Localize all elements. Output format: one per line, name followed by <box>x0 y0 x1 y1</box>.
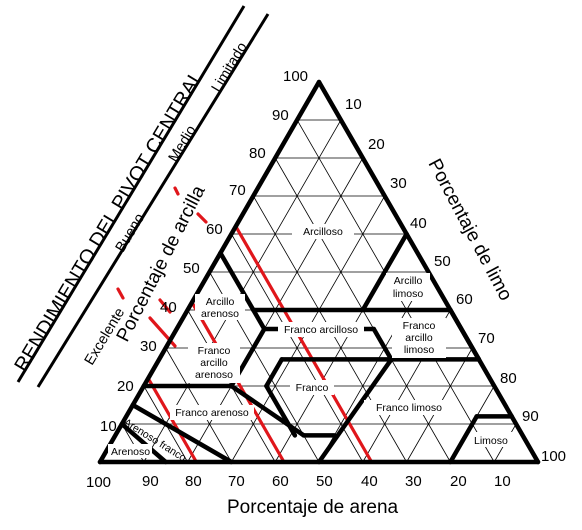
zone-franco-arcillo-limoso: Franco arcillo limoso <box>392 318 446 358</box>
boundary-line-6 <box>360 231 409 313</box>
boundary-line-13 <box>264 357 285 389</box>
svg-text:Franco arenoso: Franco arenoso <box>175 407 249 419</box>
silt-tick-30: 30 <box>390 175 407 192</box>
svg-text:arenoso: arenoso <box>195 369 233 381</box>
zone-arcillo-limoso: Arcillo limoso <box>386 273 430 301</box>
svg-text:Arcillo: Arcillo <box>394 275 423 287</box>
svg-text:Franco limoso: Franco limoso <box>376 402 442 414</box>
silt-tick-100: 100 <box>541 448 566 465</box>
sand-tick-90: 90 <box>142 473 159 490</box>
zone-arcillo-arenoso: Arcillo arenoso <box>195 294 245 320</box>
tick-labels: 10 20 30 40 50 60 70 80 90 100 10 20 30 … <box>86 68 566 491</box>
silt-tick-70: 70 <box>478 330 495 347</box>
zone-franco-arcillo-arenoso: Franco arcillo arenoso <box>188 343 240 383</box>
svg-text:Franco: Franco <box>198 345 231 357</box>
sand-tick-70: 70 <box>228 473 245 490</box>
svg-text:arcillo: arcillo <box>405 332 433 344</box>
boundary-line-8 <box>448 307 482 362</box>
sand-tick-20: 20 <box>450 473 467 490</box>
svg-text:arcillo: arcillo <box>200 357 228 369</box>
clay-tick-100: 100 <box>283 68 308 85</box>
silt-tick-80: 80 <box>500 370 517 387</box>
sand-axis-label: Porcentaje de arena <box>227 497 399 518</box>
zone-franco: Franco <box>290 380 334 395</box>
sand-tick-30: 30 <box>405 473 422 490</box>
svg-text:limoso: limoso <box>404 344 435 356</box>
svg-text:Franco: Franco <box>403 320 436 332</box>
zone-franco-arenoso: Franco arenoso <box>170 405 254 420</box>
svg-text:limoso: limoso <box>393 288 424 300</box>
sand-tick-100: 100 <box>86 474 111 491</box>
boundary-line-1 <box>97 79 322 465</box>
clay-tick-90: 90 <box>272 107 289 124</box>
silt-tick-20: 20 <box>368 136 385 153</box>
silt-tick-60: 60 <box>456 291 473 308</box>
zone-franco-limoso: Franco limoso <box>364 400 454 415</box>
performance-mark-0 <box>158 298 172 314</box>
zone-labels: Arcilloso Arcillo limoso Arcillo arenoso… <box>108 224 513 464</box>
clay-tick-20: 20 <box>117 378 134 395</box>
silt-tick-50: 50 <box>434 253 451 270</box>
sand-tick-60: 60 <box>272 473 289 490</box>
clay-tick-40: 40 <box>160 299 177 316</box>
boundary-line-9 <box>371 326 394 362</box>
boundary-line-0 <box>316 79 541 465</box>
silt-tick-40: 40 <box>410 215 427 232</box>
performance-mark-3 <box>196 212 208 224</box>
svg-text:Limoso: Limoso <box>474 435 508 447</box>
sand-tick-80: 80 <box>185 473 202 490</box>
clay-tick-80: 80 <box>249 145 266 162</box>
performance-line-0 <box>146 376 198 464</box>
boundary-line-3 <box>218 250 267 332</box>
svg-text:Franco arcilloso: Franco arcilloso <box>284 324 358 336</box>
header-lines <box>16 5 270 388</box>
grid-line-silt-50 <box>318 271 429 463</box>
svg-text:Arcilloso: Arcilloso <box>303 226 343 238</box>
boundary-line-17 <box>130 402 234 465</box>
silt-tick-90: 90 <box>522 408 539 425</box>
silt-axis-label: Porcentaje de limo <box>424 155 516 304</box>
zone-franco-arcilloso: Franco arcilloso <box>278 322 364 337</box>
svg-text:Arcillo: Arcillo <box>206 296 235 308</box>
svg-text:Franco: Franco <box>296 382 329 394</box>
clay-tick-50: 50 <box>183 260 200 277</box>
svg-text:Arenoso: Arenoso <box>111 446 150 458</box>
sand-tick-10: 10 <box>494 473 511 490</box>
clay-tick-60: 60 <box>206 221 223 238</box>
level-limitado: Limitado <box>209 40 251 95</box>
svg-text:arenoso: arenoso <box>201 308 239 320</box>
boundary-line-20 <box>448 414 479 465</box>
boundary-line-18 <box>119 421 168 465</box>
sand-tick-50: 50 <box>316 473 333 490</box>
performance-mark-4 <box>173 186 180 196</box>
clay-tick-10: 10 <box>100 418 117 435</box>
zone-limoso: Limoso <box>471 432 513 447</box>
sand-tick-40: 40 <box>361 473 378 490</box>
boundary-line-16 <box>316 357 394 465</box>
performance-mark-2 <box>116 287 125 300</box>
zone-arenoso: Arenoso <box>108 444 152 458</box>
boundary-line-14 <box>264 383 298 438</box>
clay-tick-30: 30 <box>140 338 157 355</box>
zone-arcilloso: Arcilloso <box>292 224 354 239</box>
clay-tick-70: 70 <box>229 182 246 199</box>
silt-tick-10: 10 <box>345 96 362 113</box>
